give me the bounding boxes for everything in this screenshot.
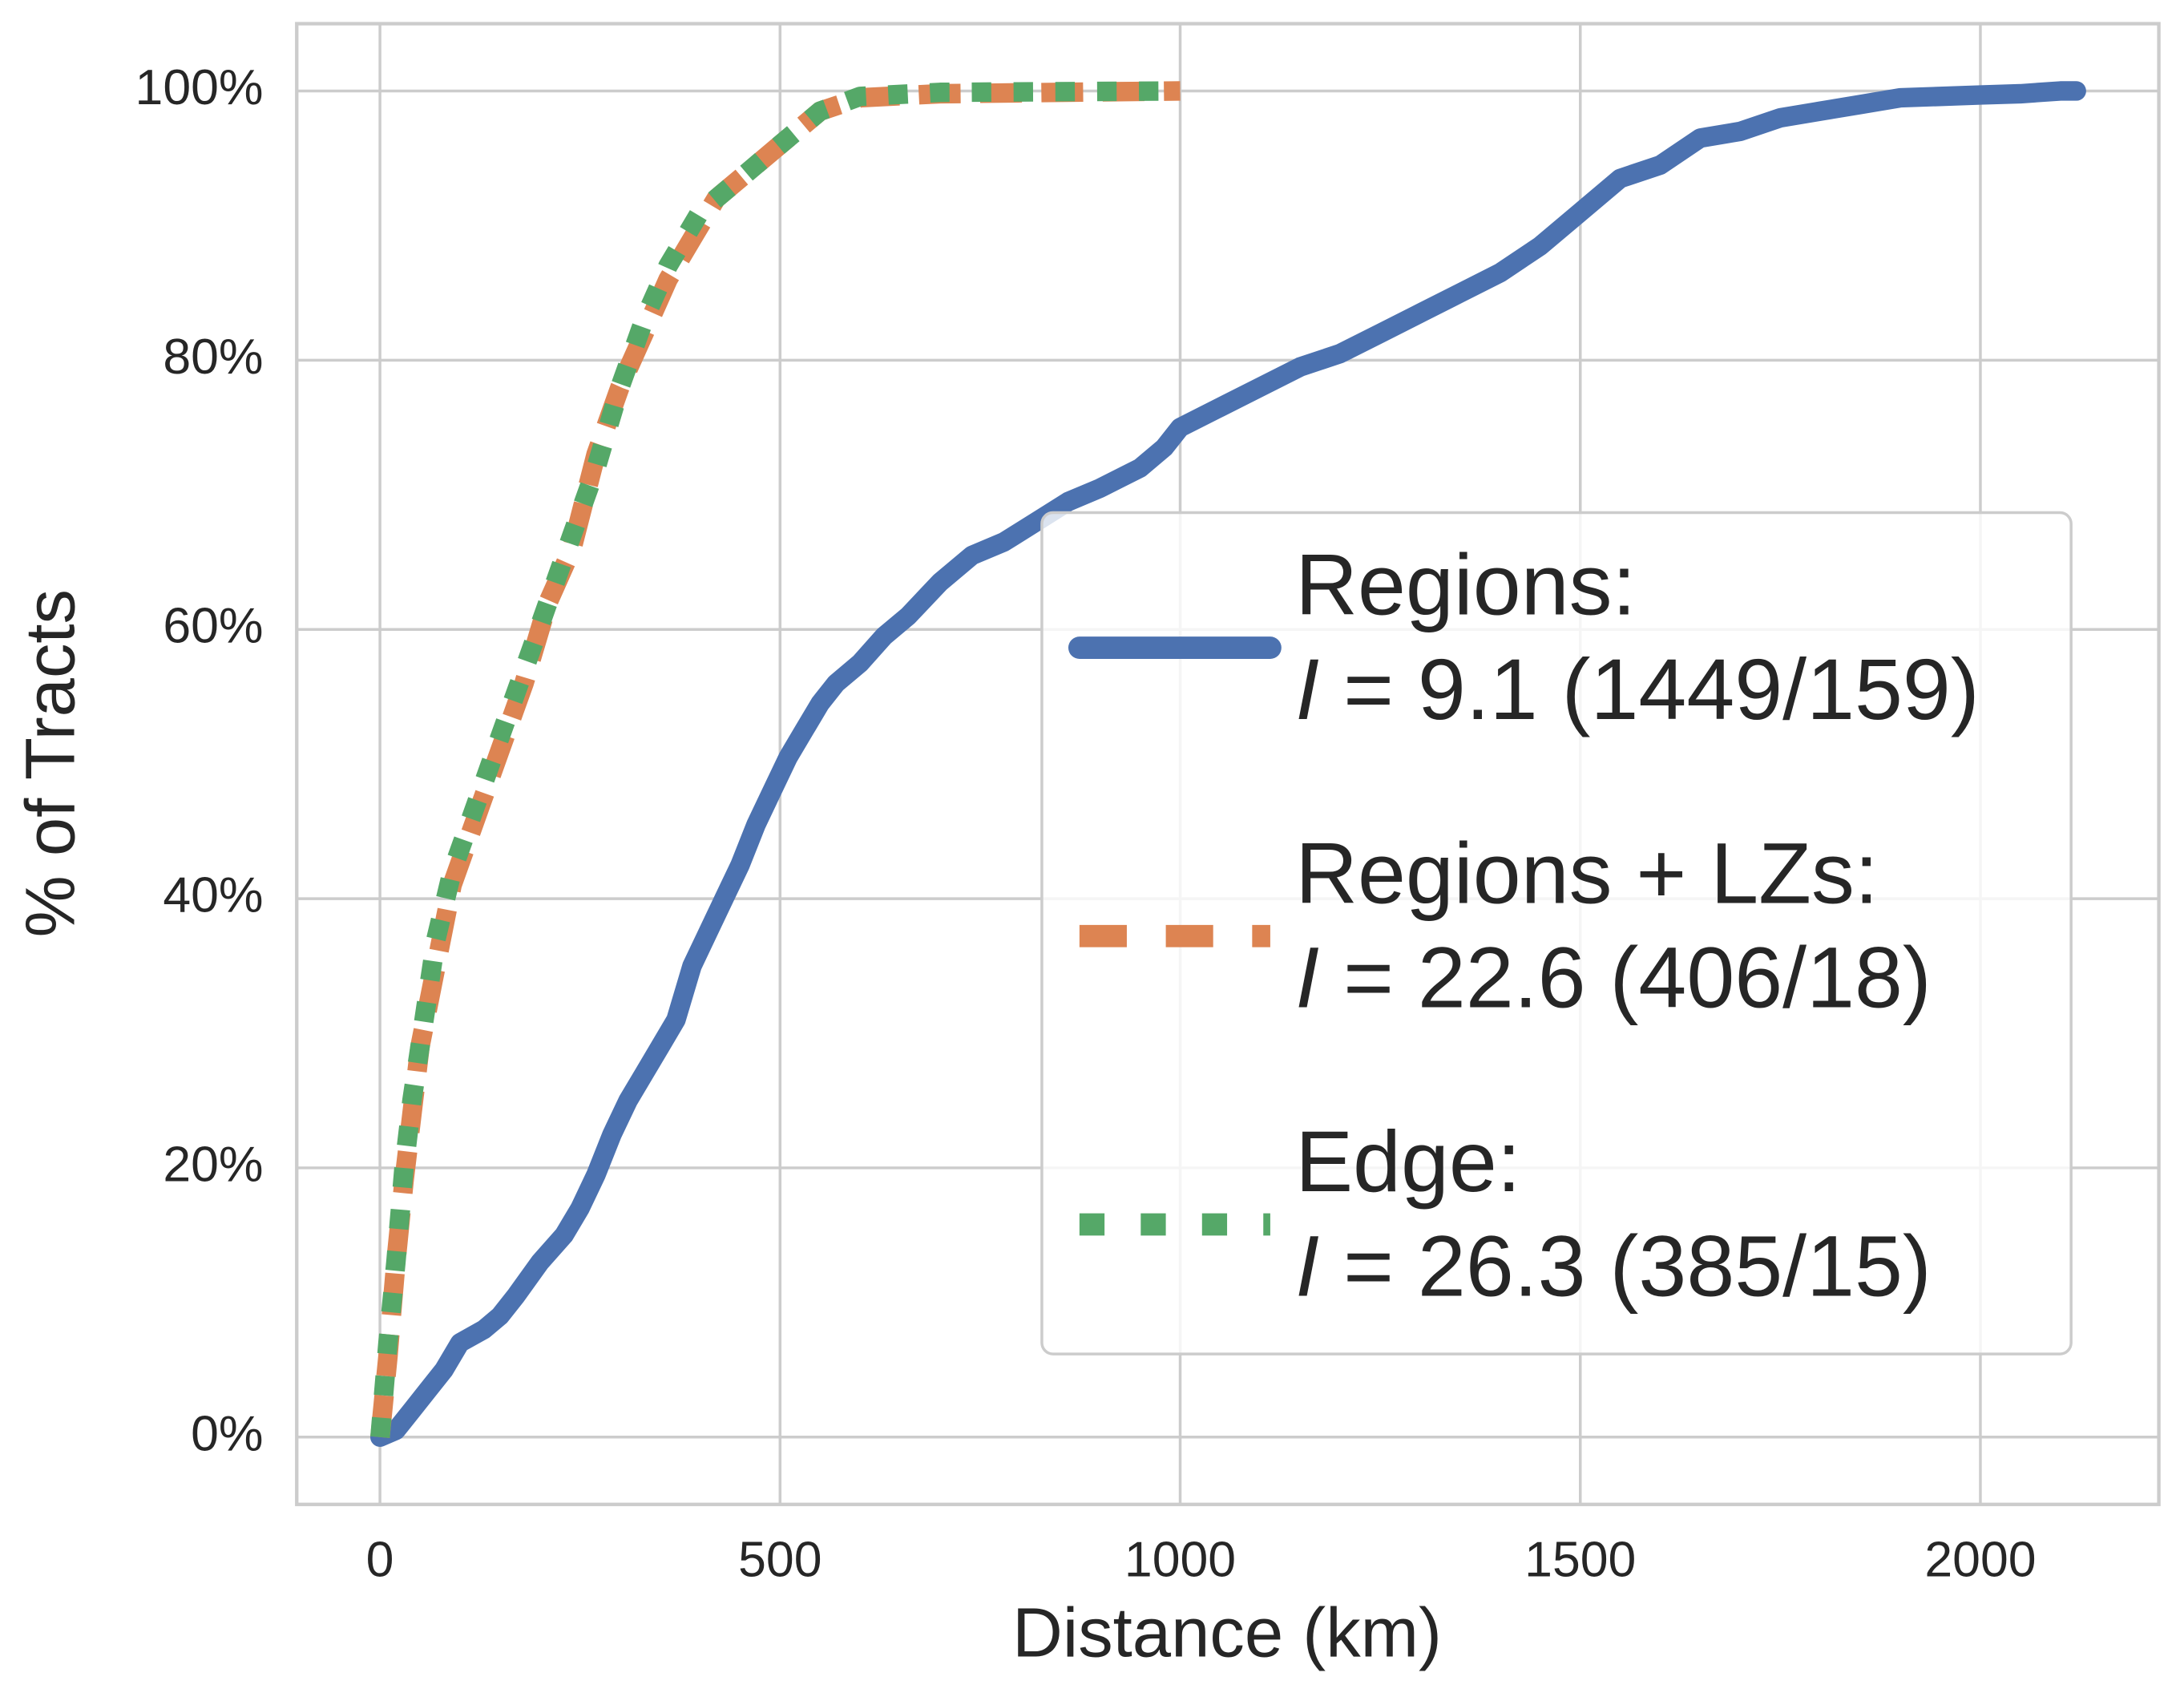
y-tick-label: 0% bbox=[191, 1405, 263, 1461]
y-tick-label: 20% bbox=[163, 1136, 263, 1192]
x-tick-label: 1500 bbox=[1524, 1531, 1636, 1587]
legend-label: Regions + LZs: I = 22.6 (406/18) bbox=[1295, 825, 1932, 1026]
legend: Regions: I = 9.1 (1449/159) Regions + LZs:… bbox=[1040, 511, 2073, 1356]
legend-box bbox=[1040, 511, 2073, 1356]
legend-label: Regions: I = 9.1 (1449/159) bbox=[1295, 536, 1980, 737]
y-tick-label: 80% bbox=[163, 329, 263, 385]
y-tick-label: 40% bbox=[163, 867, 263, 923]
x-tick-label: 2000 bbox=[1924, 1531, 2036, 1587]
series-line bbox=[370, 81, 1181, 1438]
y-axis-label: % of Tracts bbox=[12, 589, 90, 938]
series-line bbox=[370, 81, 2086, 1447]
y-tick-label: 100% bbox=[135, 59, 264, 115]
x-axis-label: Distance (km) bbox=[1012, 1594, 1442, 1672]
x-tick-label: 0 bbox=[366, 1531, 394, 1587]
x-tick-label: 1000 bbox=[1124, 1531, 1236, 1587]
plot-frame bbox=[295, 22, 2161, 1506]
y-tick-label: 60% bbox=[163, 598, 263, 654]
legend-label: Edge: I = 26.3 (385/15) bbox=[1295, 1113, 1932, 1314]
x-tick-label: 500 bbox=[738, 1531, 822, 1587]
